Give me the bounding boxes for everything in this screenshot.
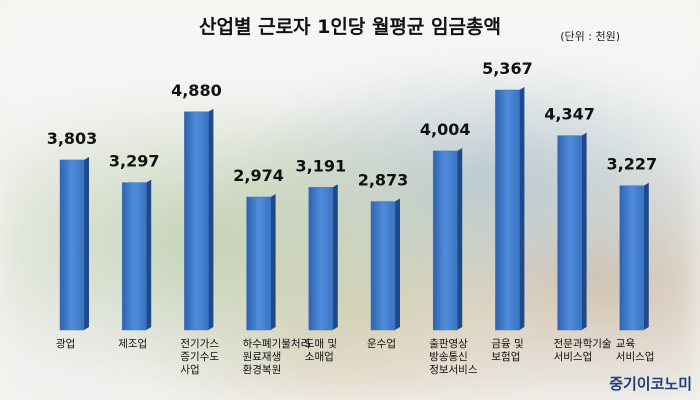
bar: [184, 111, 209, 331]
bar-side: [581, 132, 587, 330]
x-tick-label: 운수업: [367, 338, 396, 350]
x-tick-label: 광업: [56, 338, 76, 350]
bar-side: [208, 108, 214, 330]
x-tick-label: 도매 및 소매업: [304, 338, 338, 363]
value-label: 4,004: [420, 120, 471, 139]
bar: [495, 89, 520, 331]
value-label: 3,227: [606, 155, 657, 174]
unit-note: (단위 : 천원): [560, 30, 620, 43]
value-label: 4,880: [171, 81, 222, 100]
bar: [59, 159, 85, 331]
x-tick-label: 교육 서비스업: [615, 338, 655, 363]
value-label: 2,974: [233, 166, 284, 185]
bar: [246, 196, 271, 331]
value-label: 3,297: [109, 152, 160, 171]
x-tick-label: 전기가스 증기수도 사업: [180, 338, 220, 376]
bar: [557, 135, 582, 331]
bar: [619, 185, 645, 331]
bar: [370, 201, 396, 331]
value-label: 3,803: [47, 129, 98, 148]
value-label: 4,347: [544, 105, 595, 124]
bar-side: [643, 182, 649, 330]
x-tick-label: 전문과학기술 서비스업: [553, 338, 612, 363]
bar-side: [146, 179, 152, 330]
value-label: 3,191: [295, 156, 346, 175]
bar: [308, 187, 334, 331]
bar-side: [519, 87, 525, 330]
bar-side: [457, 147, 463, 330]
bar-side: [332, 184, 338, 330]
bar-side: [270, 194, 276, 330]
bar-side: [84, 156, 89, 330]
chart-title: 산업별 근로자 1인당 월평균 임금총액: [199, 16, 501, 38]
value-label: 2,873: [358, 171, 409, 190]
x-tick-label: 하수폐기물처리 원료재생 환경복원: [242, 338, 311, 376]
bar-side: [395, 198, 400, 330]
watermark: 중기이코노미: [609, 375, 692, 393]
value-label: 5,367: [482, 59, 533, 78]
bar: [432, 150, 458, 331]
x-tick-label: 금융 및 보험업: [491, 338, 524, 363]
bar: [121, 182, 147, 331]
x-tick-label: 출판영상 방송통신 정보서비스: [429, 338, 478, 376]
x-tick-label: 제조업: [118, 338, 148, 350]
